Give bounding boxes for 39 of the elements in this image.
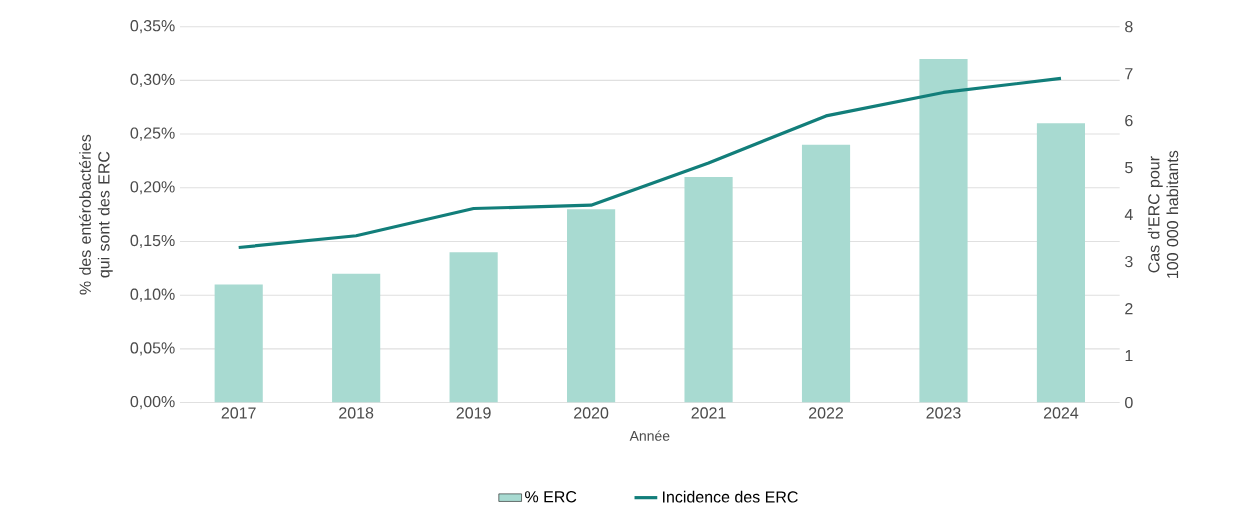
- y2-tick-label: 8: [1125, 21, 1133, 33]
- y2-tick-label: 6: [1125, 115, 1133, 127]
- y-tick-label: 0,30%: [130, 73, 175, 88]
- y-tick-label: 0,15%: [130, 235, 175, 249]
- y2-tick-label: 2: [1125, 303, 1133, 315]
- y-tick-label: 0,05%: [130, 342, 175, 356]
- bar: [919, 59, 968, 403]
- x-tick-label: 2024: [1043, 407, 1079, 419]
- x-axis-title: Année: [629, 430, 670, 442]
- y2-tick-label: 4: [1124, 209, 1133, 221]
- y-tick-label: 0,10%: [130, 288, 175, 302]
- line-series: [237, 76, 1063, 250]
- y-tick-label: 0,20%: [130, 181, 175, 195]
- y-tick-label: 0,00%: [130, 396, 175, 410]
- x-tick-label: 2019: [456, 407, 491, 419]
- y-axis-title: % des entérobactéries qui sont des ERC: [78, 134, 113, 295]
- y2-tick-label: 5: [1125, 162, 1133, 174]
- y2-tick-label: 3: [1125, 256, 1133, 268]
- x-tick-label: 2017: [221, 407, 256, 419]
- y2-tick-label: 0: [1125, 397, 1133, 409]
- bar: [214, 284, 263, 403]
- x-tick-label: 2022: [809, 407, 844, 419]
- y-tick-label: 0,25%: [130, 127, 175, 141]
- bar: [684, 177, 733, 403]
- y2-tick-label: 7: [1125, 68, 1133, 80]
- bar: [332, 273, 381, 403]
- legend-label: % ERC: [525, 491, 577, 503]
- legend-label: Incidence des ERC: [663, 491, 798, 503]
- bar: [449, 252, 498, 403]
- bar: [1036, 123, 1086, 403]
- x-tick-label: 2021: [691, 407, 726, 419]
- x-tick-label: 2018: [339, 407, 374, 419]
- bar: [801, 145, 851, 403]
- y2-tick-label: 1: [1125, 350, 1133, 362]
- x-tick-label: 2023: [926, 407, 961, 419]
- x-tick-label: 2020: [574, 407, 609, 419]
- y-tick-label: 0,35%: [130, 20, 175, 34]
- bar: [567, 209, 616, 403]
- y2-axis-title: Cas d’ERC pour 100 000 habitants: [1147, 150, 1179, 279]
